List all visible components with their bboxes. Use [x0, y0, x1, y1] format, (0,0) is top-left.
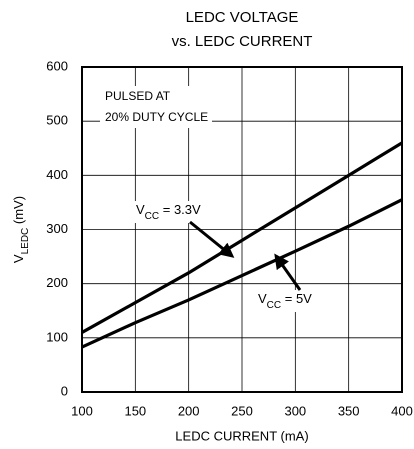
y-tick-label: 0 — [61, 383, 68, 398]
y-tick-label: 100 — [46, 329, 68, 344]
x-tick-label: 300 — [284, 403, 306, 418]
label-rest: = 3.3V — [159, 202, 201, 217]
label-base: V — [136, 202, 145, 217]
x-axis-label: LEDC CURRENT (mA) — [175, 428, 308, 443]
data-line — [81, 141, 403, 334]
series-label-background — [256, 290, 346, 312]
y-tick-label: 300 — [46, 221, 68, 236]
label-sub: LEDC — [20, 228, 31, 255]
label-sub: CC — [267, 300, 281, 311]
series-label-background — [134, 201, 214, 223]
label-rest: (mV) — [11, 196, 26, 228]
annotation: 20% DUTY CYCLE — [105, 110, 208, 124]
series-arrow — [274, 253, 302, 291]
y-tick-label: 500 — [46, 113, 68, 128]
plot-frame — [81, 66, 403, 393]
x-tick-label: 400 — [391, 403, 413, 418]
y-axis-label: VLEDC (mV) — [11, 196, 31, 263]
label-sub: CC — [145, 211, 159, 222]
data-line — [81, 198, 403, 349]
annotation-background — [100, 86, 212, 128]
series-label: VCC = 3.3V — [136, 202, 201, 222]
label-base: V — [258, 291, 267, 306]
y-tick-label: 600 — [46, 58, 68, 73]
series-arrow — [189, 220, 235, 258]
x-tick-label: 100 — [71, 403, 93, 418]
x-tick-label: 200 — [178, 403, 200, 418]
x-tick-label: 250 — [231, 403, 253, 418]
x-tick-label: 350 — [338, 403, 360, 418]
annotation: PULSED AT — [105, 89, 171, 103]
label-rest: = 5V — [281, 291, 312, 306]
series-label: VCC = 5V — [258, 291, 312, 311]
y-tick-label: 200 — [46, 275, 68, 290]
y-tick-label: 400 — [46, 167, 68, 182]
chart-title: LEDC VOLTAGE — [186, 9, 299, 26]
x-tick-label: 150 — [124, 403, 146, 418]
chart-subtitle: vs. LEDC CURRENT — [172, 33, 313, 50]
label-base: V — [11, 254, 26, 263]
